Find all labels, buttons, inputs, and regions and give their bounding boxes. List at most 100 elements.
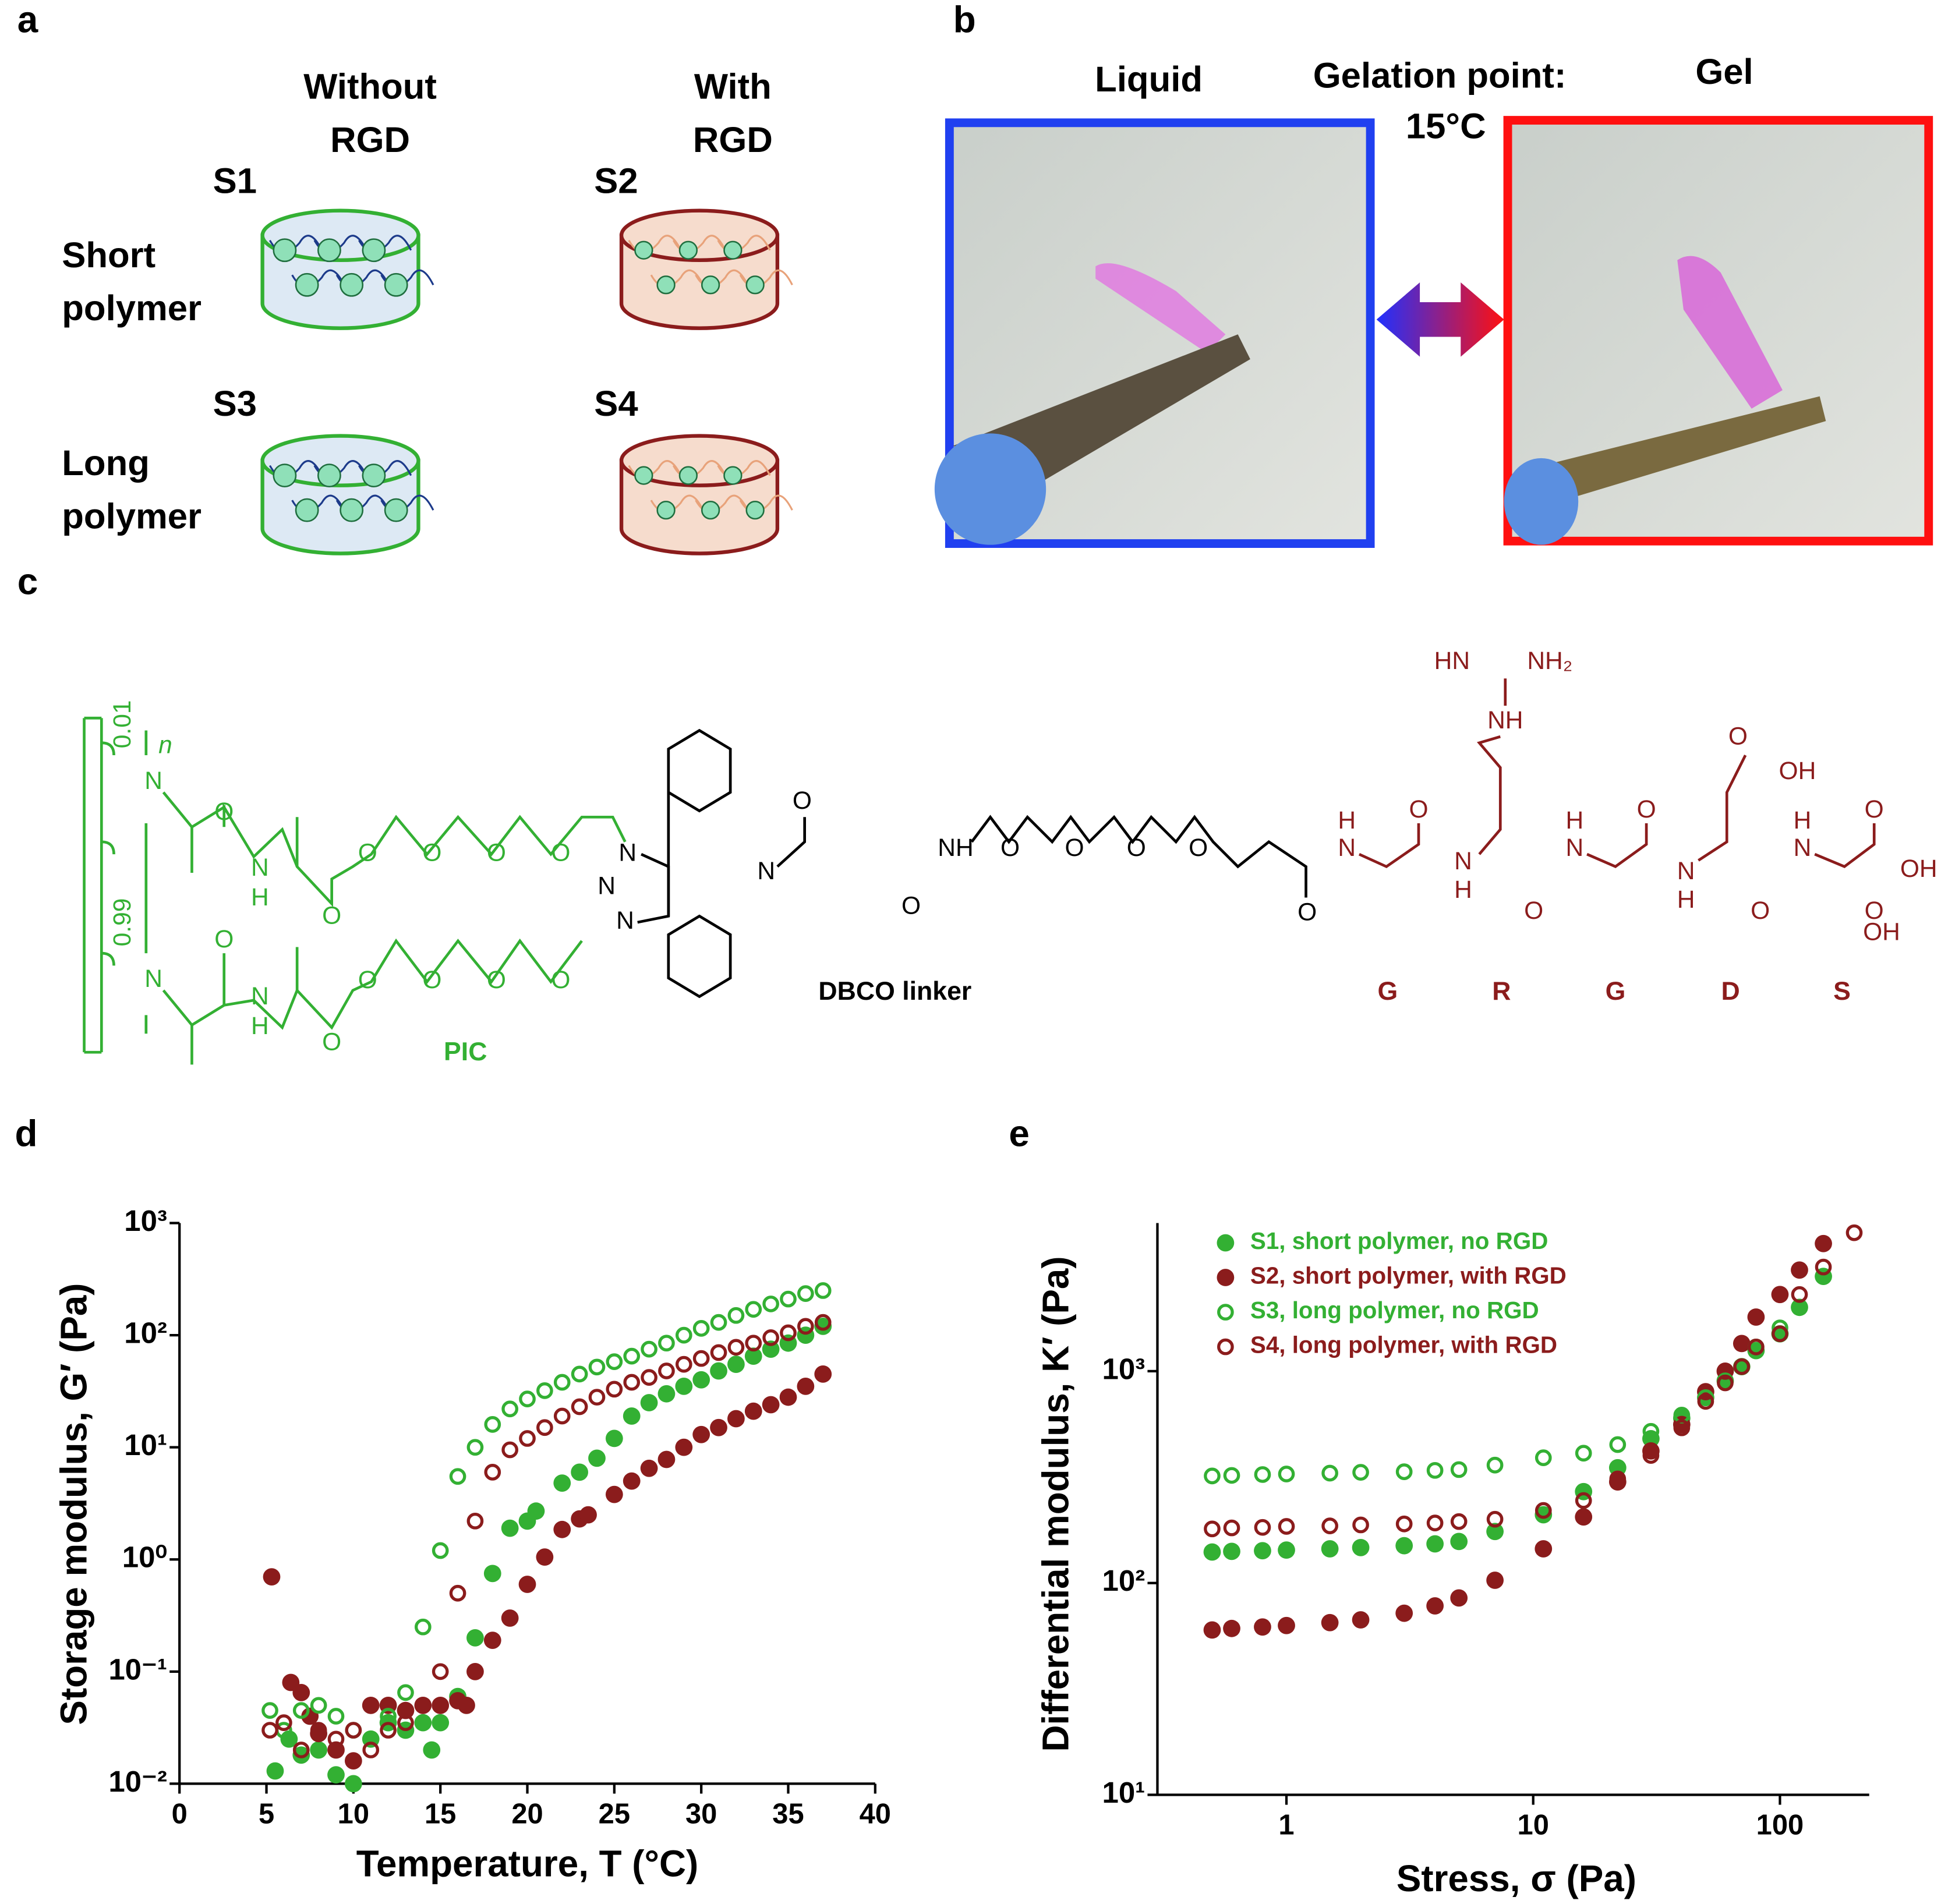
data-point <box>1450 1533 1468 1551</box>
data-point <box>1426 1514 1444 1531</box>
data-point <box>1815 1258 1832 1276</box>
data-point <box>432 1696 450 1714</box>
data-point <box>327 1730 345 1748</box>
atom-label: H <box>1565 807 1583 834</box>
column-heading: Without <box>303 67 437 107</box>
data-point <box>414 1714 432 1732</box>
data-point <box>710 1362 727 1380</box>
atom-label: N <box>1338 834 1356 862</box>
atom-label: O <box>487 967 506 994</box>
data-point <box>1254 1618 1271 1636</box>
data-point <box>519 1430 536 1447</box>
data-point <box>1426 1461 1444 1479</box>
data-point <box>1352 1538 1370 1556</box>
atom-label: H <box>1338 807 1356 834</box>
cell <box>317 463 341 488</box>
data-point <box>432 1542 449 1559</box>
data-point <box>1223 1619 1240 1637</box>
data-point <box>1278 1518 1295 1535</box>
legend-label: S1, short polymer, no RGD <box>1250 1227 1548 1254</box>
atom-label: OH <box>1900 855 1938 883</box>
data-point <box>466 1629 484 1647</box>
y-tick-label: 10² <box>124 1316 167 1350</box>
atom-label: N <box>144 965 162 993</box>
data-point <box>1575 1492 1592 1509</box>
residue-label: D <box>1721 977 1740 1006</box>
atom-label: N <box>618 839 637 866</box>
data-point <box>280 1730 298 1748</box>
sample-label: S2 <box>594 161 638 201</box>
data-point <box>1815 1234 1832 1252</box>
data-point <box>1747 1342 1765 1360</box>
data-point <box>527 1502 545 1520</box>
data-point <box>692 1320 710 1337</box>
data-point <box>1203 1621 1221 1639</box>
data-point <box>327 1766 345 1784</box>
legend-label: S4, long polymer, with RGD <box>1250 1332 1557 1358</box>
data-point <box>362 1742 380 1758</box>
data-point <box>780 1290 797 1308</box>
data-point <box>1772 1319 1788 1336</box>
data-point <box>1203 1543 1221 1561</box>
data-point <box>1486 1456 1504 1474</box>
data-point <box>1771 1286 1789 1304</box>
cell <box>678 466 698 485</box>
data-point <box>397 1714 414 1731</box>
atom-label: H <box>1454 876 1472 904</box>
x-axis-label: Stress, σ (Pa) <box>1396 1857 1636 1899</box>
data-point <box>571 1365 588 1383</box>
data-point <box>1223 1542 1240 1560</box>
atom-label: O <box>358 967 377 994</box>
data-point <box>727 1307 745 1324</box>
data-point <box>1609 1470 1627 1488</box>
atom-label: O <box>551 839 570 866</box>
data-point <box>1204 1520 1221 1538</box>
data-point <box>553 1520 571 1538</box>
data-point <box>1395 1537 1413 1555</box>
data-point <box>1609 1436 1627 1453</box>
data-point <box>745 1301 762 1318</box>
data-point <box>1845 1224 1863 1241</box>
atom-label: O <box>1409 796 1428 823</box>
linker-label: DBCO linker <box>818 977 971 1006</box>
x-tick-label: 20 <box>511 1799 543 1830</box>
data-point <box>292 1746 310 1764</box>
data-point <box>692 1350 710 1367</box>
data-point <box>623 1472 641 1490</box>
cell <box>340 272 364 297</box>
data-point <box>397 1701 415 1719</box>
data-point <box>449 1468 466 1485</box>
data-point <box>692 1425 710 1443</box>
panel-label: c <box>17 561 38 603</box>
data-point <box>1395 1515 1413 1533</box>
data-point <box>553 1407 571 1425</box>
atom-label: N <box>1794 834 1812 862</box>
subscript: n <box>158 731 172 759</box>
x-tick-label: 5 <box>259 1799 274 1830</box>
data-point <box>432 1714 450 1732</box>
data-point <box>1733 1358 1751 1375</box>
data-point <box>623 1374 641 1391</box>
legend-marker <box>1217 1234 1235 1252</box>
residue-label: S <box>1833 977 1851 1006</box>
data-point <box>1535 1449 1552 1466</box>
data-point <box>762 1296 779 1312</box>
data-point <box>261 1702 278 1719</box>
x-tick-label: 40 <box>860 1799 891 1830</box>
atom-label: O <box>1189 834 1208 862</box>
data-point <box>536 1548 554 1566</box>
atom-label: HN <box>1434 647 1470 675</box>
atom-label: O <box>1127 834 1146 862</box>
atom-label: NH <box>938 834 973 862</box>
column-heading: With <box>694 67 772 107</box>
data-point <box>1426 1597 1444 1615</box>
data-point <box>744 1402 762 1420</box>
data-point <box>1535 1506 1553 1524</box>
data-point <box>1450 1461 1468 1478</box>
data-point <box>675 1356 692 1373</box>
legend-label: S2, short polymer, with RGD <box>1250 1262 1567 1289</box>
polymer-label: PIC <box>444 1038 487 1066</box>
data-point <box>605 1485 623 1503</box>
cell <box>656 275 676 295</box>
